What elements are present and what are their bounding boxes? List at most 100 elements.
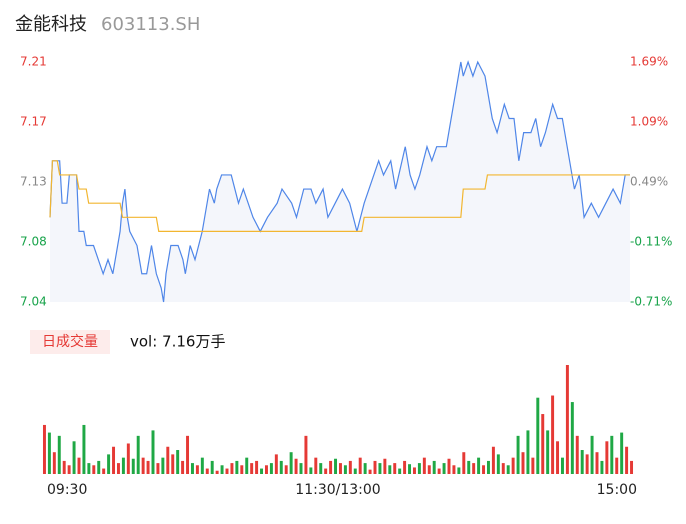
volume-bar bbox=[116, 463, 120, 474]
volume-bar bbox=[630, 460, 634, 474]
volume-bar bbox=[146, 460, 150, 474]
volume-bar bbox=[477, 457, 481, 474]
y-tick-label: 7.21 bbox=[20, 55, 47, 69]
volume-bar bbox=[491, 446, 495, 474]
stock-name: 金能科技 bbox=[15, 14, 87, 35]
volume-bar bbox=[121, 457, 125, 474]
volume-bar bbox=[368, 469, 372, 474]
volume-bar bbox=[432, 460, 436, 474]
average-line bbox=[49, 160, 630, 233]
volume-bar bbox=[52, 452, 56, 474]
volume-bar bbox=[299, 463, 303, 474]
volume-bar bbox=[615, 457, 619, 474]
price-area bbox=[50, 62, 630, 302]
y2-tick-label: 1.69% bbox=[630, 55, 668, 69]
volume-title: 日成交量 bbox=[42, 333, 98, 350]
volume-bar bbox=[452, 465, 456, 474]
volume-bar bbox=[220, 465, 224, 474]
volume-bar bbox=[186, 435, 190, 474]
volume-bar bbox=[102, 468, 106, 474]
stock-code: 603113.SH bbox=[101, 14, 200, 35]
volume-bar bbox=[343, 465, 347, 474]
volume-bar bbox=[82, 424, 86, 474]
volume-badge bbox=[30, 330, 110, 354]
volume-bar bbox=[403, 460, 407, 474]
volume-bar bbox=[141, 457, 145, 474]
volume-bar bbox=[437, 468, 441, 474]
volume-bar bbox=[551, 395, 555, 474]
volume-bar bbox=[358, 457, 362, 474]
volume-bar bbox=[190, 463, 194, 474]
volume-bar bbox=[526, 430, 530, 474]
price-line bbox=[49, 60, 630, 303]
volume-bar bbox=[570, 402, 574, 474]
x-tick-label: 11:30/13:00 bbox=[295, 482, 380, 498]
volume-bar bbox=[398, 468, 402, 474]
x-tick-label: 09:30 bbox=[47, 482, 87, 498]
volume-bar bbox=[338, 463, 342, 474]
volume-bar bbox=[442, 463, 446, 474]
volume-bar bbox=[97, 460, 101, 474]
volume-bar bbox=[136, 435, 140, 474]
volume-bar bbox=[269, 463, 273, 474]
volume-bar bbox=[151, 430, 155, 474]
volume-bar bbox=[161, 457, 165, 474]
y2-tick-label: -0.11% bbox=[630, 235, 672, 249]
volume-bar bbox=[467, 460, 471, 474]
volume-bar bbox=[166, 446, 170, 474]
volume-bar bbox=[506, 465, 510, 474]
volume-bar bbox=[260, 468, 264, 474]
volume-bar bbox=[62, 460, 66, 474]
volume-bar bbox=[245, 457, 249, 474]
volume-total: vol: 7.16万手 bbox=[130, 333, 225, 351]
volume-bar bbox=[92, 465, 96, 474]
volume-bar bbox=[156, 463, 160, 474]
volume-bar bbox=[541, 414, 545, 474]
volume-bar bbox=[556, 441, 560, 474]
volume-bar bbox=[353, 468, 357, 474]
volume-bar bbox=[422, 457, 426, 474]
volume-bar bbox=[210, 460, 214, 474]
volume-bar bbox=[521, 452, 525, 474]
volume-bar bbox=[393, 463, 397, 474]
volume-bar bbox=[215, 470, 219, 474]
volume-bar bbox=[181, 460, 185, 474]
volume-bar bbox=[486, 460, 490, 474]
volume-bar bbox=[126, 443, 130, 474]
volume-bar bbox=[235, 460, 239, 474]
volume-bar bbox=[171, 454, 175, 474]
volume-bar bbox=[457, 467, 461, 474]
volume-bar bbox=[590, 435, 594, 474]
volume-bar bbox=[348, 460, 352, 474]
volume-bar bbox=[324, 468, 328, 474]
volume-bar bbox=[107, 454, 111, 474]
volume-bar bbox=[575, 435, 579, 474]
volume-bar bbox=[255, 460, 259, 474]
y-tick-label: 7.13 bbox=[20, 175, 47, 189]
volume-bar bbox=[57, 435, 61, 474]
y-tick-label: 7.17 bbox=[20, 115, 47, 129]
volume-bar bbox=[131, 458, 135, 474]
volume-bar bbox=[565, 365, 569, 474]
volume-bar bbox=[230, 463, 234, 474]
volume-bar bbox=[250, 463, 254, 474]
volume-bar bbox=[225, 468, 229, 474]
volume-bar bbox=[329, 460, 333, 474]
volume-bar bbox=[462, 452, 466, 474]
y2-tick-label: 0.49% bbox=[630, 175, 668, 189]
volume-bar bbox=[482, 465, 486, 474]
volume-bar bbox=[77, 457, 81, 474]
volume-bar bbox=[472, 463, 476, 474]
volume-bar bbox=[195, 465, 199, 474]
volume-bar bbox=[294, 458, 298, 474]
volume-bar bbox=[511, 457, 515, 474]
volume-bar bbox=[274, 454, 278, 474]
volume-bar bbox=[412, 467, 416, 474]
volume-bar bbox=[600, 460, 604, 474]
volume-bar bbox=[334, 458, 338, 474]
volume-bar bbox=[319, 463, 323, 474]
volume-bar bbox=[536, 397, 540, 474]
volume-bar bbox=[605, 441, 609, 474]
volume-bar bbox=[610, 435, 614, 474]
